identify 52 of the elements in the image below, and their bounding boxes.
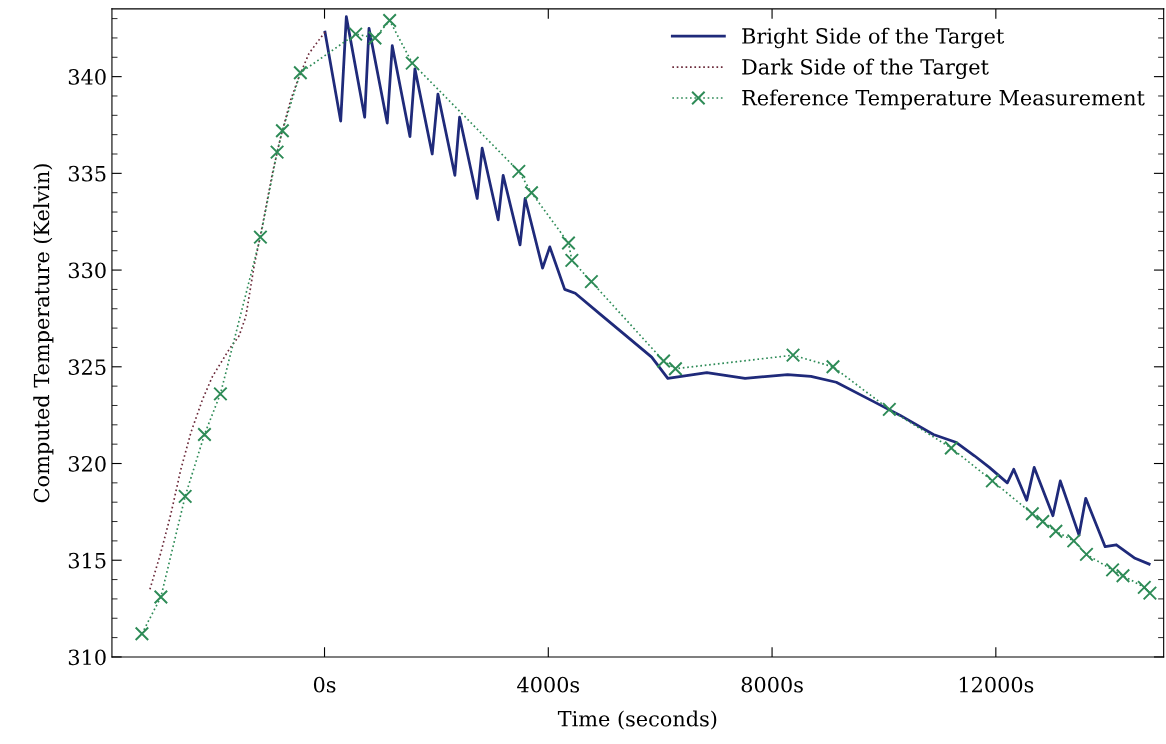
x-tick-label: 8000s (741, 676, 803, 693)
y-tick-label: 340 (68, 69, 106, 85)
x-tick-label: 4000s (517, 676, 580, 693)
point (1142, 585, 1158, 601)
line-series (149, 31, 326, 591)
point (348, 26, 363, 42)
point (668, 361, 683, 376)
legend-label: Dark Side of the Target (742, 58, 989, 80)
point (293, 65, 308, 80)
legend-label: Bright Side of the Target (742, 27, 1005, 49)
point (564, 253, 580, 268)
x-tick-label: 0s (313, 676, 336, 693)
point (269, 144, 285, 160)
point (213, 386, 228, 402)
point (1025, 506, 1040, 522)
point (825, 359, 841, 375)
point (1035, 514, 1050, 529)
x-tick-label: 12000s (959, 676, 1034, 693)
y-tick-label: 335 (68, 165, 106, 182)
x-axis-title: Time (seconds) (557, 710, 717, 730)
point (382, 13, 397, 28)
y-tick-label: 330 (68, 262, 106, 279)
point (405, 55, 420, 71)
point (524, 185, 539, 200)
legend-label: Reference Temperature Measurement (742, 89, 1145, 110)
line-series (323, 15, 1151, 566)
point (197, 427, 212, 442)
point (511, 164, 527, 179)
point (1137, 580, 1152, 595)
point (275, 123, 290, 139)
y-tick-label: 325 (68, 359, 106, 375)
y-axis-title: Computed Temperature (Kelvin) (33, 164, 54, 503)
point (561, 235, 576, 251)
point (656, 353, 671, 369)
point (785, 347, 801, 363)
y-tick-label: 320 (68, 455, 106, 472)
point (882, 402, 897, 417)
point (944, 440, 959, 456)
point (584, 274, 599, 289)
point (985, 473, 1000, 489)
point (177, 489, 193, 504)
point (1079, 547, 1094, 562)
point (1048, 524, 1064, 539)
point (153, 589, 169, 605)
y-tick-label: 315 (68, 552, 106, 569)
y-tick-label: 310 (68, 649, 106, 666)
point (134, 626, 150, 641)
point (367, 30, 383, 46)
point (253, 229, 268, 245)
point (1066, 533, 1081, 549)
point (1115, 568, 1131, 583)
point (1105, 562, 1120, 578)
